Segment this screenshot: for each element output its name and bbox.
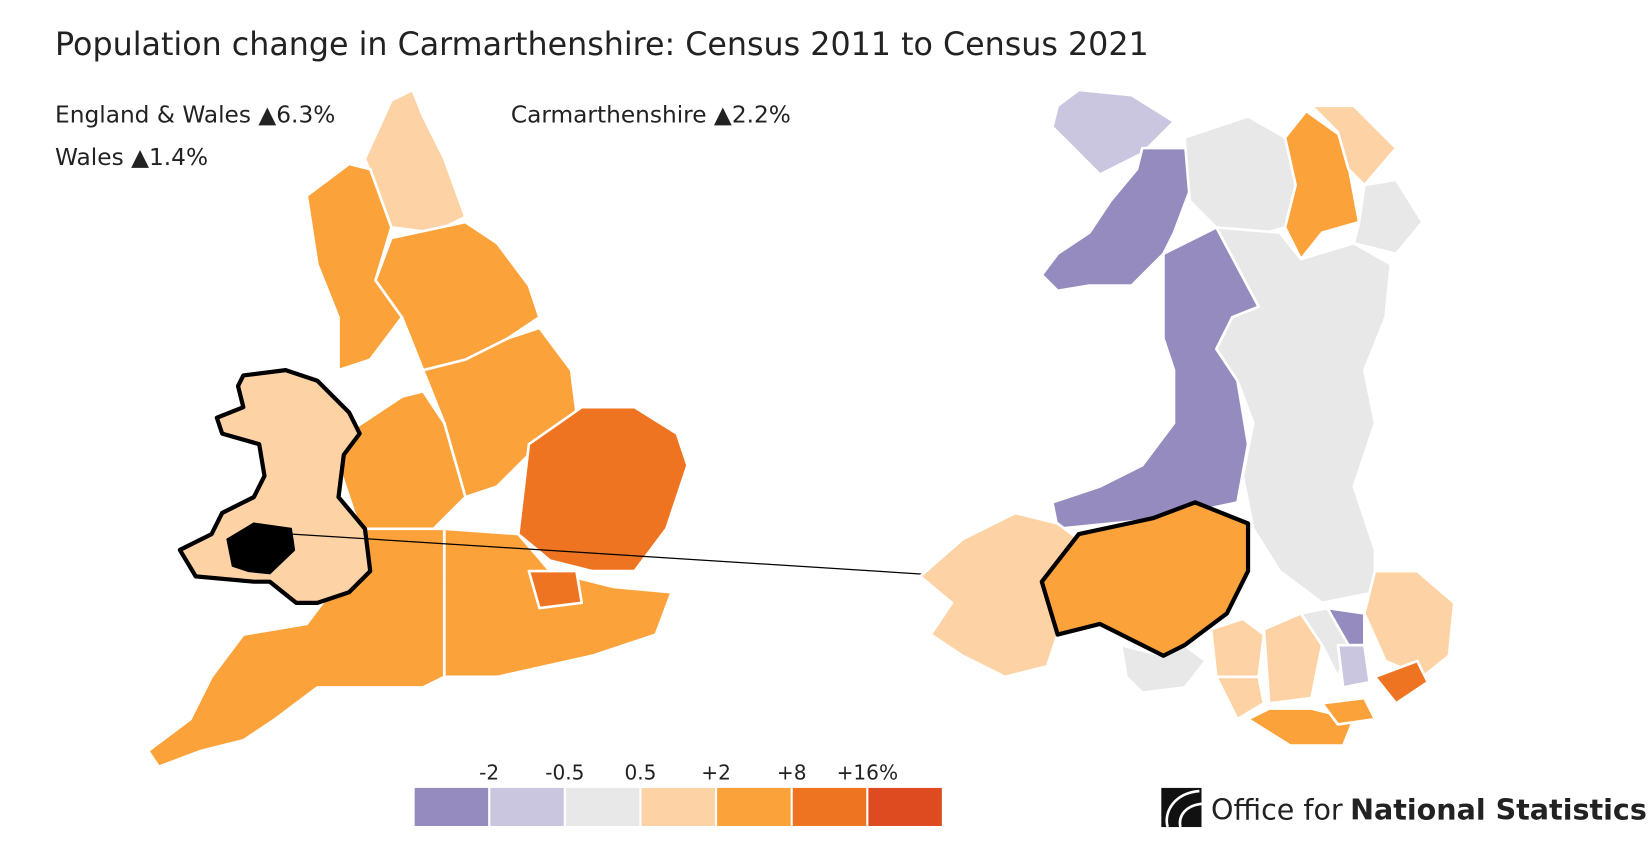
region xyxy=(1352,178,1424,256)
legend-label: +8 xyxy=(777,760,807,784)
legend-swatch xyxy=(414,787,489,826)
highlight-area xyxy=(226,522,296,575)
region xyxy=(918,511,1081,679)
region xyxy=(1283,109,1361,261)
legend-swatch xyxy=(565,787,640,826)
logo-name: National Statistics xyxy=(1350,793,1647,827)
region xyxy=(1363,569,1456,679)
stat-change: ▲2.2% xyxy=(714,102,791,129)
legend-label: -2 xyxy=(479,760,499,784)
region xyxy=(363,88,467,234)
logo: Office for National Statistics xyxy=(1161,787,1647,828)
region xyxy=(1209,617,1266,679)
title: Population change in Carmarthenshire: Ce… xyxy=(55,27,1149,63)
stat: England & Wales ▲6.3% xyxy=(55,102,335,129)
england-wales-map xyxy=(146,88,689,769)
region xyxy=(1040,146,1197,293)
stat-change: ▲1.4% xyxy=(131,144,208,171)
region xyxy=(337,389,467,531)
region xyxy=(516,405,689,573)
logo-office: Office for xyxy=(1211,793,1343,827)
legend-label: +2 xyxy=(701,760,731,784)
region xyxy=(527,569,584,610)
legend-label: +16% xyxy=(837,760,898,784)
region xyxy=(1373,659,1430,705)
stat-area: Carmarthenshire xyxy=(511,102,707,129)
legend-swatch xyxy=(717,787,791,826)
legend-swatch xyxy=(868,787,942,826)
logo-text: Office for National Statistics xyxy=(1211,793,1647,827)
stat: Wales ▲1.4% xyxy=(55,144,208,171)
region xyxy=(1320,696,1377,726)
stat-change: ▲6.3% xyxy=(258,102,335,129)
legend-label: -0.5 xyxy=(545,760,584,784)
wales-map xyxy=(918,88,1456,747)
stat: Carmarthenshire ▲2.2% xyxy=(511,102,791,129)
region xyxy=(1336,643,1371,689)
region xyxy=(1039,500,1251,658)
legend-swatch xyxy=(792,787,867,826)
region xyxy=(1183,115,1297,240)
stat-area: England & Wales xyxy=(55,102,251,129)
logo-swirl xyxy=(1165,789,1202,828)
region xyxy=(1214,675,1266,721)
legend-swatch xyxy=(490,787,564,826)
region xyxy=(1262,612,1324,705)
legend-label: 0.5 xyxy=(624,760,656,784)
legend: -2 -0.5 0.5 +2 +8 +16% xyxy=(414,760,942,826)
legend-swatch xyxy=(641,787,716,826)
region xyxy=(146,527,446,769)
connector xyxy=(291,533,1042,583)
stat-area: Wales xyxy=(55,144,124,171)
